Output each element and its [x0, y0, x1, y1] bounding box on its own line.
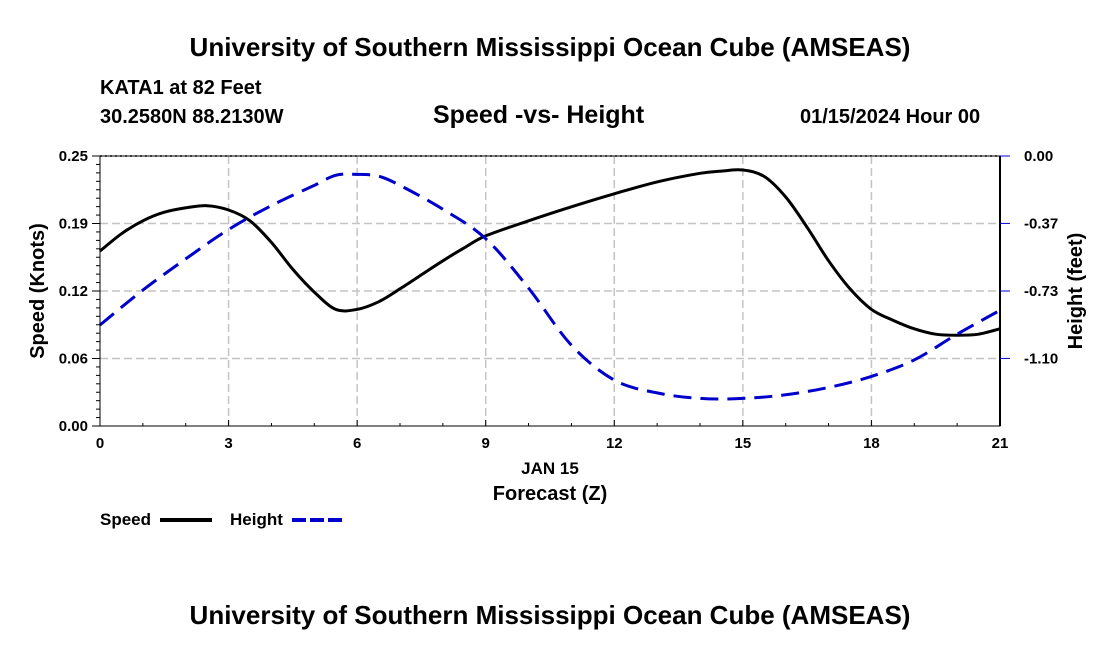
station-coordinates: 30.2580N 88.2130W	[100, 106, 284, 128]
x-tick-label: 6	[353, 435, 361, 452]
y2-tick-label: -0.37	[1024, 215, 1058, 232]
series-line-height	[99, 172, 1001, 401]
y2-axis-title: Height (feet)	[1065, 233, 1087, 350]
y2-tick-label: 0.00	[1024, 148, 1053, 165]
chart-header-title: University of Southern Mississippi Ocean…	[189, 32, 911, 62]
legend-label-height: Height	[230, 510, 283, 529]
x-tick-label: 9	[482, 435, 490, 452]
forecast-datetime: 01/15/2024 Hour 00	[800, 106, 981, 128]
y-tick-label: 0.00	[59, 418, 88, 435]
legend: Speed Height	[100, 510, 344, 529]
chart-title: Speed -vs- Height	[433, 101, 645, 129]
y2-tick-label: -0.73	[1024, 283, 1058, 300]
series-line-speed	[99, 168, 1001, 337]
grid-lines	[100, 155, 1000, 426]
y-tick-label: 0.19	[59, 216, 88, 233]
x-axis-title: Forecast (Z)	[493, 483, 607, 505]
footer-title: University of Southern Mississippi Ocean…	[189, 600, 911, 630]
x-axis-date-label: JAN 15	[521, 459, 579, 478]
x-tick-label: 21	[992, 435, 1009, 452]
y-tick-label: 0.12	[59, 283, 88, 300]
y-tick-label: 0.06	[59, 351, 88, 368]
x-tick-label: 18	[863, 435, 880, 452]
data-series	[99, 168, 1001, 401]
axis-ticks: 0 3 6 9 12 15 18 21 0.00 0.06 0.12 0.19 0.25 0.00 -0.3…	[59, 148, 1058, 452]
x-tick-label: 15	[735, 435, 752, 452]
x-tick-label: 3	[224, 435, 232, 452]
station-label: KATA1 at 82 Feet	[100, 77, 262, 99]
y-axis-title: Speed (Knots)	[27, 223, 49, 359]
x-tick-label: 12	[606, 435, 623, 452]
legend-label-speed: Speed	[100, 510, 151, 529]
x-tick-label: 0	[96, 435, 104, 452]
y2-tick-label: -1.10	[1024, 350, 1058, 367]
y-tick-label: 0.25	[59, 148, 88, 165]
